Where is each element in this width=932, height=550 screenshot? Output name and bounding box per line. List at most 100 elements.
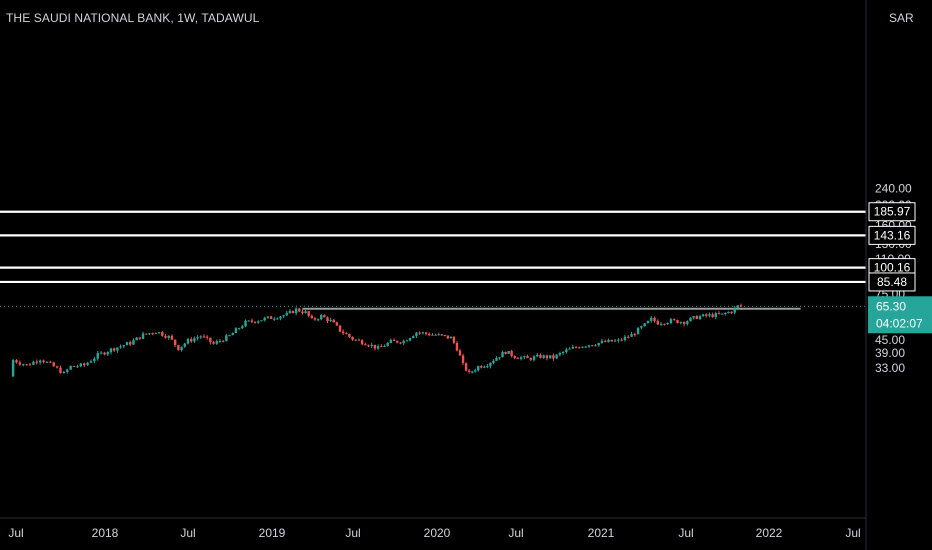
candle-body (532, 356, 536, 360)
candle-body (122, 345, 126, 347)
candle-body (93, 358, 96, 362)
candle-body (548, 355, 552, 359)
candle-body (396, 340, 399, 343)
candle-body (241, 326, 244, 329)
candle-body (164, 335, 167, 338)
candle-body (279, 316, 282, 319)
candle-body (99, 352, 103, 354)
candle-body (452, 336, 456, 343)
candle-body (186, 339, 190, 344)
candle-body (542, 355, 545, 358)
candle-body (440, 334, 443, 336)
candle-body (237, 328, 241, 330)
candle-body (360, 340, 364, 345)
currency-label: SAR (889, 11, 914, 25)
candle-body (370, 344, 373, 347)
candle-body (412, 336, 415, 339)
candle-body (663, 323, 666, 325)
candle-body (141, 333, 145, 339)
candle-body (587, 345, 591, 347)
candle-body (167, 335, 170, 338)
candle-body (247, 320, 250, 322)
candle-body (558, 353, 562, 355)
candle-body (209, 337, 212, 343)
candle-body (607, 339, 610, 342)
candle-body (38, 360, 42, 363)
x-tick-label: Jul (345, 526, 360, 540)
level-price-label: 185.97 (874, 205, 911, 219)
candle-body (125, 342, 129, 346)
candle-body (332, 319, 335, 323)
candle-body (215, 341, 218, 344)
candle-body (604, 340, 607, 342)
candle-body (32, 361, 35, 365)
candle-body (364, 344, 367, 346)
candle-body (666, 323, 669, 325)
candle-body (83, 363, 86, 366)
candle-body (218, 340, 222, 342)
candle-body (338, 325, 342, 332)
candle-body (519, 357, 523, 359)
candle-body (584, 346, 587, 348)
candle-body (630, 334, 633, 337)
candle-body (399, 342, 402, 344)
candle-body (701, 314, 705, 317)
candle-body (373, 344, 377, 349)
candle-body (225, 335, 228, 342)
candle-body (480, 366, 483, 368)
candle-body (539, 354, 542, 358)
level-price-tag (868, 225, 916, 245)
candle-body (545, 355, 549, 359)
candle-body (708, 314, 711, 316)
candle-body (424, 332, 428, 334)
candle-body (640, 326, 643, 328)
x-tick-label: 2020 (424, 526, 451, 540)
candle-body (383, 345, 386, 347)
candle-body (103, 352, 106, 355)
level-price-label: 85.48 (877, 275, 907, 289)
candle-body (28, 364, 32, 366)
candle-body (367, 345, 370, 347)
candle-body (679, 322, 683, 324)
candle-body (507, 351, 510, 354)
candle-body (212, 342, 215, 344)
candle-body (76, 366, 79, 368)
horizontal-levels (0, 210, 866, 307)
candle-body (682, 322, 686, 325)
candle-body (173, 339, 177, 346)
candle-body (42, 360, 45, 363)
candle-body (705, 314, 708, 316)
candle-body (594, 345, 597, 347)
candle-body (250, 320, 254, 322)
candle-body (736, 305, 740, 308)
candle-body (443, 334, 447, 336)
candle-body (257, 321, 260, 323)
candle-body (386, 342, 389, 346)
y-tick-label: 39.00 (875, 346, 905, 360)
candle-body (228, 335, 231, 337)
candle-body (501, 351, 504, 358)
level-price-label: 143.16 (874, 228, 911, 242)
candle-body (623, 336, 627, 341)
candle-body (35, 361, 38, 363)
candle-body (421, 332, 425, 334)
candle-body (633, 334, 637, 336)
candle-body (656, 321, 660, 325)
x-tick-label: Jul (508, 526, 523, 540)
candle-body (418, 332, 421, 334)
candle-body (727, 311, 730, 314)
candle-body (561, 351, 565, 354)
level-price-tag (868, 272, 916, 292)
y-tick-label: 240.00 (875, 182, 912, 196)
candle-body (273, 318, 276, 320)
time-axis[interactable]: Jul 2018 Jul 2019 Jul 2020 Jul 2021 Jul 2022 Jul (8, 526, 860, 540)
x-tick-label: Jul (8, 526, 23, 540)
candle-body (109, 348, 113, 353)
candle-body (180, 346, 183, 351)
candle-body (673, 319, 676, 321)
candle-body (260, 320, 263, 322)
candle-body (461, 355, 465, 364)
candle-body (323, 315, 326, 318)
candle-body (313, 318, 317, 320)
